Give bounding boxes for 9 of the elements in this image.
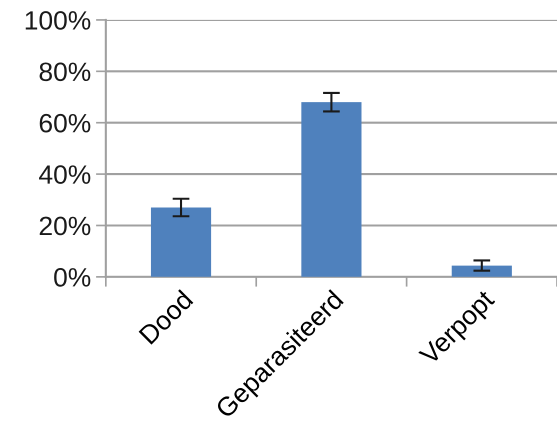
y-tick-label: 100% (26, 11, 90, 30)
bar (452, 266, 512, 277)
y-tick-label: 80% (40, 62, 90, 82)
bar (150, 208, 212, 277)
y-tick-label: 0% (54, 268, 90, 287)
y-tick-label: 20% (40, 216, 90, 236)
y-tick-label: 60% (40, 114, 90, 133)
y-tick-label: 40% (39, 165, 90, 184)
bar (301, 102, 362, 277)
